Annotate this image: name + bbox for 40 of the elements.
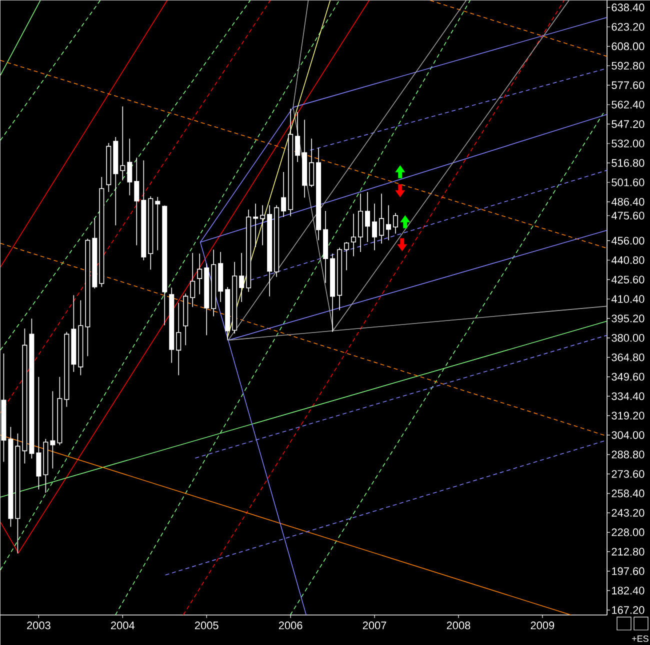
y-tick-label: 623.20 [612,22,644,31]
y-tick-label: 577.60 [612,81,644,90]
y-tick-label: 562.40 [612,100,644,108]
y-tick-label: 349.60 [612,372,644,381]
y-tick-label: 243.20 [612,508,644,517]
x-tick-label: 2004 [111,622,135,630]
y-tick-label: 532.00 [612,140,644,148]
y-tick-label: 167.20 [612,606,644,614]
x-tick-label: 2008 [446,622,470,630]
y-tick-label: 410.40 [611,295,644,303]
y-tick-label: 501.60 [612,178,644,186]
y-tick-label: 212.80 [612,548,644,556]
y-tick-label: 475.60 [611,212,644,220]
y-tick-label: 197.60 [612,567,644,576]
y-tick-label: 334.40 [612,392,644,400]
y-tick-label: 440.80 [611,256,644,264]
y-tick-label: 273.60 [612,470,644,478]
y-tick-label: 319.20 [612,412,644,420]
y-tick-label: 228.00 [612,528,644,536]
y-tick-label: 592.80 [612,62,644,70]
x-tick-label: 2006 [278,622,302,630]
y-tick-label: 486.40 [611,198,644,206]
y-tick-label: 425.60 [611,276,644,284]
x-tick-label: 2003 [27,622,50,630]
y-tick-label: 304.00 [612,431,644,439]
y-tick-label: 638.40 [612,4,644,12]
x-tick-label: 2009 [530,622,554,630]
y-tick-label: 456.00 [611,236,644,245]
y-tick-label: 258.40 [612,490,644,498]
y-tick-label: 364.80 [612,353,644,362]
text: +ES [632,635,648,642]
y-tick-label: 380.00 [612,334,644,342]
y-tick-label: 395.20 [612,314,644,322]
y-tick-label: 182.40 [612,586,644,594]
x-tick-label: 2005 [194,622,218,630]
y-tick-label: 516.80 [612,159,644,167]
x-tick-label: 2007 [362,622,386,630]
y-tick-label: 547.20 [612,120,644,128]
y-tick-label: 608.00 [612,42,644,50]
y-tick-label: 288.80 [612,450,644,458]
